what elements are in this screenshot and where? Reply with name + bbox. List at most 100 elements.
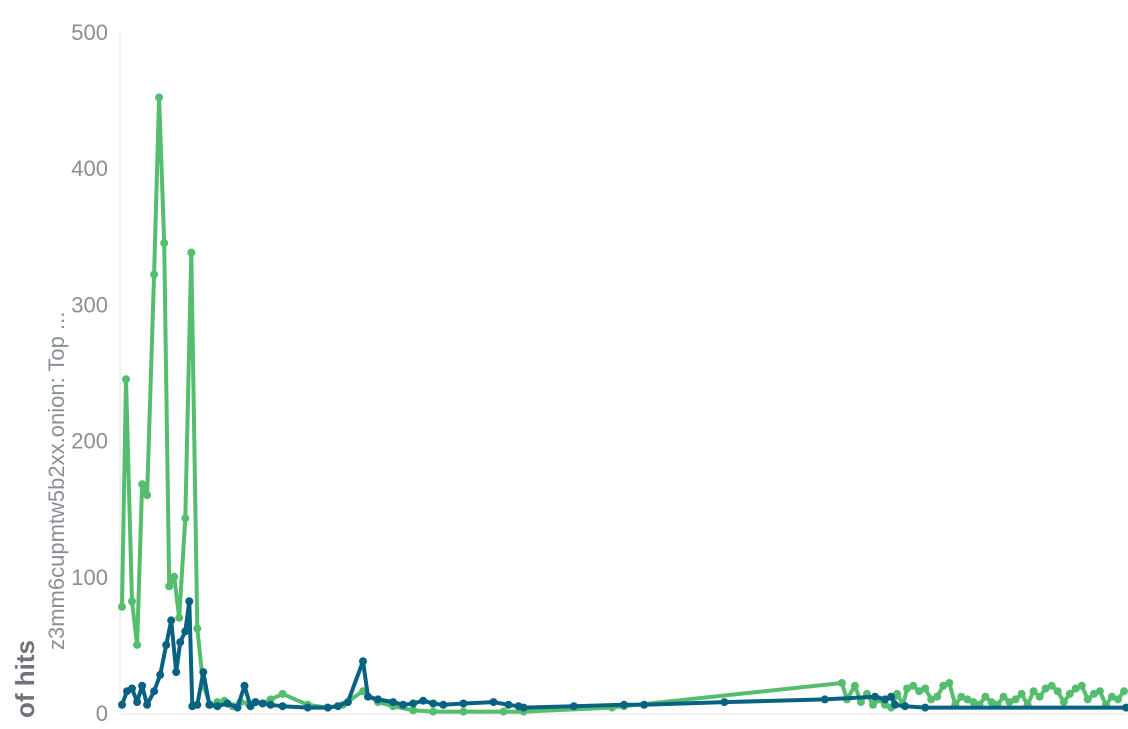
data-point-green	[150, 270, 158, 278]
data-point-green	[1036, 693, 1044, 701]
data-point-blue	[304, 704, 312, 712]
data-point-blue	[156, 671, 164, 679]
data-point-blue	[1122, 704, 1128, 712]
data-point-blue	[167, 616, 175, 624]
data-point-green	[500, 708, 508, 716]
data-point-blue	[223, 700, 231, 708]
y-tick-label: 0	[96, 701, 108, 726]
data-point-blue	[181, 627, 189, 635]
data-point-green	[1114, 695, 1122, 703]
data-point-green	[1048, 682, 1056, 690]
data-point-green	[128, 597, 136, 605]
data-point-blue	[359, 657, 367, 665]
data-point-blue	[520, 704, 528, 712]
data-point-blue	[640, 701, 648, 709]
data-point-blue	[252, 698, 260, 706]
data-point-green	[1084, 695, 1092, 703]
data-point-blue	[490, 698, 498, 706]
y-tick-label: 100	[71, 565, 108, 590]
data-point-green	[1120, 687, 1128, 695]
data-point-blue	[143, 701, 151, 709]
y-tick-label: 300	[71, 292, 108, 317]
data-point-green	[909, 682, 917, 690]
data-point-green	[187, 249, 195, 257]
data-point-blue	[891, 701, 899, 709]
data-point-green	[1066, 690, 1074, 698]
data-point-green	[143, 491, 151, 499]
data-point-green	[122, 375, 130, 383]
data-point-blue	[234, 704, 242, 712]
data-point-blue	[279, 702, 287, 710]
data-point-green	[945, 679, 953, 687]
data-point-green	[1030, 687, 1038, 695]
data-point-blue	[133, 698, 141, 706]
data-point-green	[1000, 693, 1008, 701]
data-point-green	[138, 480, 146, 488]
data-point-blue	[720, 698, 728, 706]
data-point-blue	[259, 700, 267, 708]
data-point-blue	[199, 668, 207, 676]
data-point-blue	[267, 701, 275, 709]
data-point-blue	[324, 704, 332, 712]
data-point-blue	[419, 697, 427, 705]
data-point-blue	[162, 641, 170, 649]
data-point-blue	[439, 701, 447, 709]
data-point-blue	[118, 701, 126, 709]
data-point-blue	[505, 701, 513, 709]
data-point-blue	[185, 597, 193, 605]
data-point-blue	[344, 698, 352, 706]
y-axis-title-bold: of hits	[10, 640, 40, 718]
data-point-blue	[193, 701, 201, 709]
data-point-blue	[150, 687, 158, 695]
data-point-blue	[570, 702, 578, 710]
data-point-green	[133, 641, 141, 649]
data-point-blue	[620, 701, 628, 709]
data-point-blue	[821, 695, 829, 703]
data-point-blue	[399, 701, 407, 709]
data-point-green	[933, 693, 941, 701]
data-point-blue	[901, 702, 909, 710]
data-point-blue	[172, 668, 180, 676]
data-point-blue	[138, 682, 146, 690]
data-point-blue	[459, 700, 467, 708]
data-point-blue	[128, 685, 136, 693]
data-point-blue	[241, 682, 249, 690]
data-point-green	[1096, 687, 1104, 695]
data-point-green	[429, 708, 437, 716]
data-point-green	[279, 690, 287, 698]
data-point-green	[838, 679, 846, 687]
data-point-green	[175, 614, 183, 622]
y-tick-label: 200	[71, 429, 108, 454]
data-point-green	[459, 708, 467, 716]
data-point-green	[170, 573, 178, 581]
y-tick-label: 400	[71, 156, 108, 181]
data-point-blue	[389, 698, 397, 706]
data-point-blue	[364, 693, 372, 701]
series-green	[118, 93, 1128, 715]
data-point-green	[165, 582, 173, 590]
data-point-green	[851, 682, 859, 690]
data-point-green	[1060, 698, 1068, 706]
data-point-green	[1054, 687, 1062, 695]
y-axis-title-sub: z3mm6cupmtw5b2xx.onion: Top ...	[44, 312, 69, 650]
y-tick-label: 500	[71, 20, 108, 45]
data-point-green	[181, 514, 189, 522]
data-point-blue	[334, 702, 342, 710]
data-point-green	[160, 239, 168, 247]
data-point-blue	[374, 695, 382, 703]
data-point-blue	[205, 701, 213, 709]
series-line-blue	[122, 601, 1126, 707]
data-point-blue	[921, 704, 929, 712]
data-point-blue	[887, 693, 895, 701]
data-point-green	[118, 603, 126, 611]
data-point-blue	[871, 693, 879, 701]
series-blue	[118, 597, 1128, 711]
data-point-green	[981, 693, 989, 701]
data-point-green	[1012, 695, 1020, 703]
data-point-blue	[176, 638, 184, 646]
data-point-green	[193, 625, 201, 633]
data-point-blue	[429, 700, 437, 708]
y-axis: 0 100 200 300 400 500	[71, 20, 120, 726]
data-point-green	[921, 685, 929, 693]
data-point-green	[155, 93, 163, 101]
